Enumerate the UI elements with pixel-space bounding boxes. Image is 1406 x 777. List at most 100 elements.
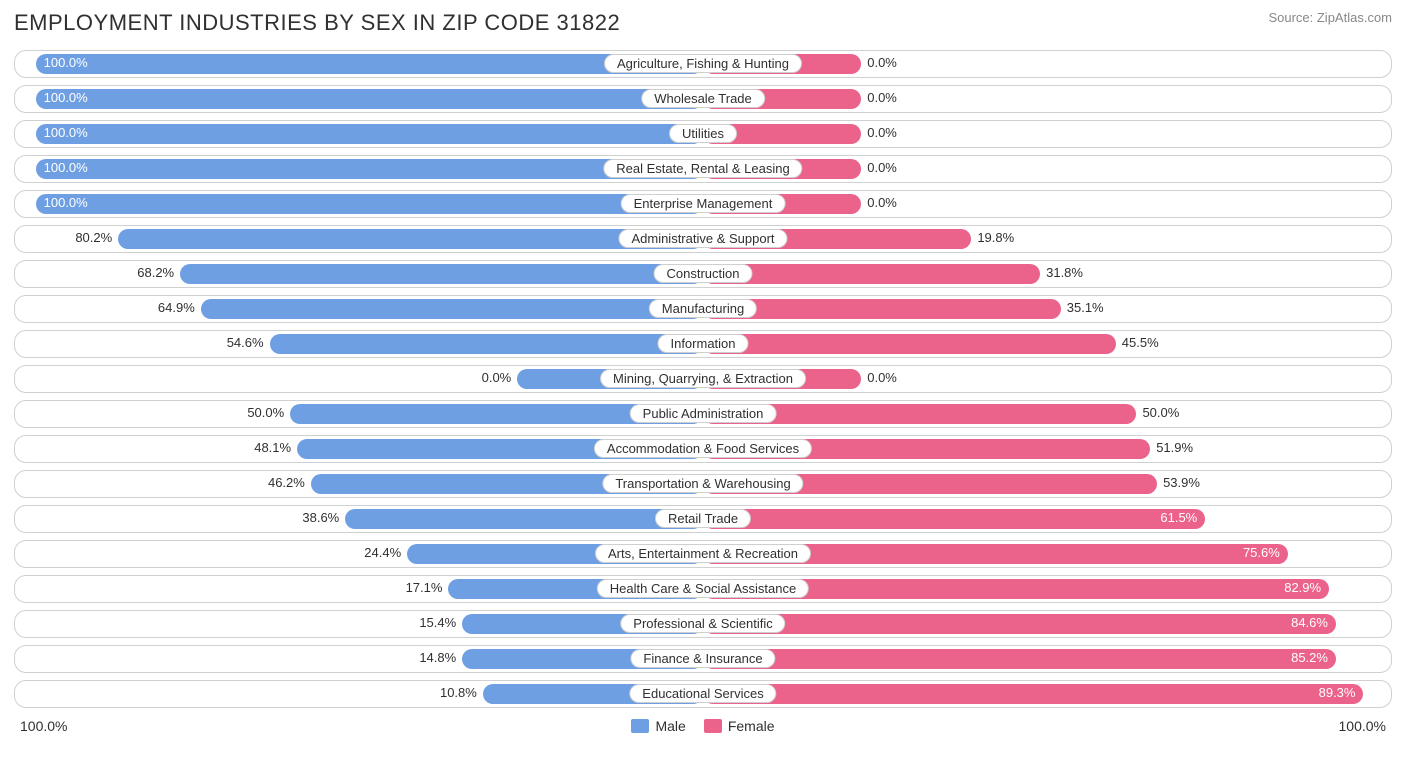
- chart-title: EMPLOYMENT INDUSTRIES BY SEX IN ZIP CODE…: [14, 10, 620, 36]
- male-bar: [180, 264, 703, 284]
- chart-row: 68.2% 31.8% Construction: [14, 260, 1392, 288]
- chart-row: 64.9% 35.1% Manufacturing: [14, 295, 1392, 323]
- male-value: 10.8%: [440, 685, 483, 700]
- chart-row: 50.0% 50.0% Public Administration: [14, 400, 1392, 428]
- male-value: 100.0%: [36, 195, 88, 210]
- male-value: 14.8%: [419, 650, 462, 665]
- male-bar: [201, 299, 703, 319]
- category-label: Enterprise Management: [621, 194, 786, 213]
- female-swatch-icon: [704, 719, 722, 733]
- chart-row: 100.0% 0.0% Agriculture, Fishing & Hunting: [14, 50, 1392, 78]
- chart-row: 10.8% 89.3% Educational Services: [14, 680, 1392, 708]
- male-value: 100.0%: [36, 160, 88, 175]
- legend-female-label: Female: [728, 718, 775, 734]
- female-value: 53.9%: [1157, 475, 1200, 490]
- chart-row: 100.0% 0.0% Wholesale Trade: [14, 85, 1392, 113]
- axis-right-label: 100.0%: [1339, 718, 1386, 734]
- category-label: Mining, Quarrying, & Extraction: [600, 369, 806, 388]
- female-value: 85.2%: [1291, 650, 1336, 665]
- category-label: Educational Services: [629, 684, 776, 703]
- category-label: Transportation & Warehousing: [602, 474, 803, 493]
- category-label: Utilities: [669, 124, 737, 143]
- male-value: 50.0%: [247, 405, 290, 420]
- female-value: 0.0%: [861, 55, 897, 70]
- male-value: 17.1%: [406, 580, 449, 595]
- category-label: Finance & Insurance: [630, 649, 775, 668]
- male-bar: [345, 509, 703, 529]
- male-value: 24.4%: [364, 545, 407, 560]
- chart-row: 48.1% 51.9% Accommodation & Food Services: [14, 435, 1392, 463]
- female-value: 84.6%: [1291, 615, 1336, 630]
- chart-row: 46.2%53.9%Transportation & Warehousing: [14, 470, 1392, 498]
- category-label: Accommodation & Food Services: [594, 439, 812, 458]
- male-bar: [118, 229, 703, 249]
- female-value: 61.5%: [1160, 510, 1205, 525]
- female-bar: [703, 264, 1040, 284]
- female-bar: [703, 649, 1336, 669]
- female-value: 45.5%: [1116, 335, 1159, 350]
- male-bar: [36, 194, 703, 214]
- chart-row: 80.2% 19.8% Administrative & Support: [14, 225, 1392, 253]
- axis-left-label: 100.0%: [20, 718, 67, 734]
- category-label: Manufacturing: [649, 299, 757, 318]
- category-label: Administrative & Support: [618, 229, 787, 248]
- female-value: 82.9%: [1284, 580, 1329, 595]
- female-bar: [703, 334, 1116, 354]
- category-label: Professional & Scientific: [620, 614, 785, 633]
- legend-male: Male: [631, 718, 685, 734]
- chart-row: 100.0% 0.0% Real Estate, Rental & Leasing: [14, 155, 1392, 183]
- female-value: 0.0%: [861, 90, 897, 105]
- female-value: 75.6%: [1243, 545, 1288, 560]
- male-bar: [36, 124, 703, 144]
- female-value: 89.3%: [1319, 685, 1364, 700]
- category-label: Real Estate, Rental & Leasing: [603, 159, 802, 178]
- male-value: 64.9%: [158, 300, 201, 315]
- category-label: Arts, Entertainment & Recreation: [595, 544, 811, 563]
- female-value: 35.1%: [1061, 300, 1104, 315]
- chart-row: 54.6% 45.5% Information: [14, 330, 1392, 358]
- male-value: 80.2%: [75, 230, 118, 245]
- legend-female: Female: [704, 718, 775, 734]
- legend-male-label: Male: [655, 718, 685, 734]
- male-bar: [36, 89, 703, 109]
- category-label: Retail Trade: [655, 509, 751, 528]
- male-bar: [270, 334, 703, 354]
- female-value: 31.8%: [1040, 265, 1083, 280]
- chart-row: 38.6% 61.5% Retail Trade: [14, 505, 1392, 533]
- female-value: 50.0%: [1136, 405, 1179, 420]
- male-value: 54.6%: [227, 335, 270, 350]
- male-value: 100.0%: [36, 90, 88, 105]
- male-value: 38.6%: [302, 510, 345, 525]
- category-label: Public Administration: [630, 404, 777, 423]
- male-value: 100.0%: [36, 55, 88, 70]
- chart-row: 15.4% 84.6% Professional & Scientific: [14, 610, 1392, 638]
- female-value: 0.0%: [861, 370, 897, 385]
- chart-row: 0.0% 0.0% Mining, Quarrying, & Extraction: [14, 365, 1392, 393]
- male-value: 100.0%: [36, 125, 88, 140]
- chart-area: 100.0% 0.0% Agriculture, Fishing & Hunting…: [14, 50, 1392, 708]
- chart-row: 17.1%82.9%Health Care & Social Assistanc…: [14, 575, 1392, 603]
- male-value: 48.1%: [254, 440, 297, 455]
- female-value: 19.8%: [971, 230, 1014, 245]
- female-value: 0.0%: [861, 160, 897, 175]
- category-label: Construction: [654, 264, 753, 283]
- legend-center: Male Female: [631, 718, 774, 734]
- male-value: 15.4%: [419, 615, 462, 630]
- chart-source: Source: ZipAtlas.com: [1268, 10, 1392, 25]
- chart-header: EMPLOYMENT INDUSTRIES BY SEX IN ZIP CODE…: [14, 10, 1392, 36]
- female-bar: [703, 509, 1205, 529]
- category-label: Wholesale Trade: [641, 89, 765, 108]
- female-bar: [703, 614, 1336, 634]
- chart-row: 100.0%0.0%Utilities: [14, 120, 1392, 148]
- male-value: 0.0%: [482, 370, 518, 385]
- male-value: 68.2%: [137, 265, 180, 280]
- chart-row: 14.8% 85.2% Finance & Insurance: [14, 645, 1392, 673]
- chart-row: 24.4% 75.6% Arts, Entertainment & Recreati…: [14, 540, 1392, 568]
- chart-row: 100.0%0.0%Enterprise Management: [14, 190, 1392, 218]
- female-value: 51.9%: [1150, 440, 1193, 455]
- category-label: Agriculture, Fishing & Hunting: [604, 54, 802, 73]
- male-bar: [36, 54, 703, 74]
- female-bar: [703, 684, 1363, 704]
- category-label: Information: [657, 334, 748, 353]
- male-swatch-icon: [631, 719, 649, 733]
